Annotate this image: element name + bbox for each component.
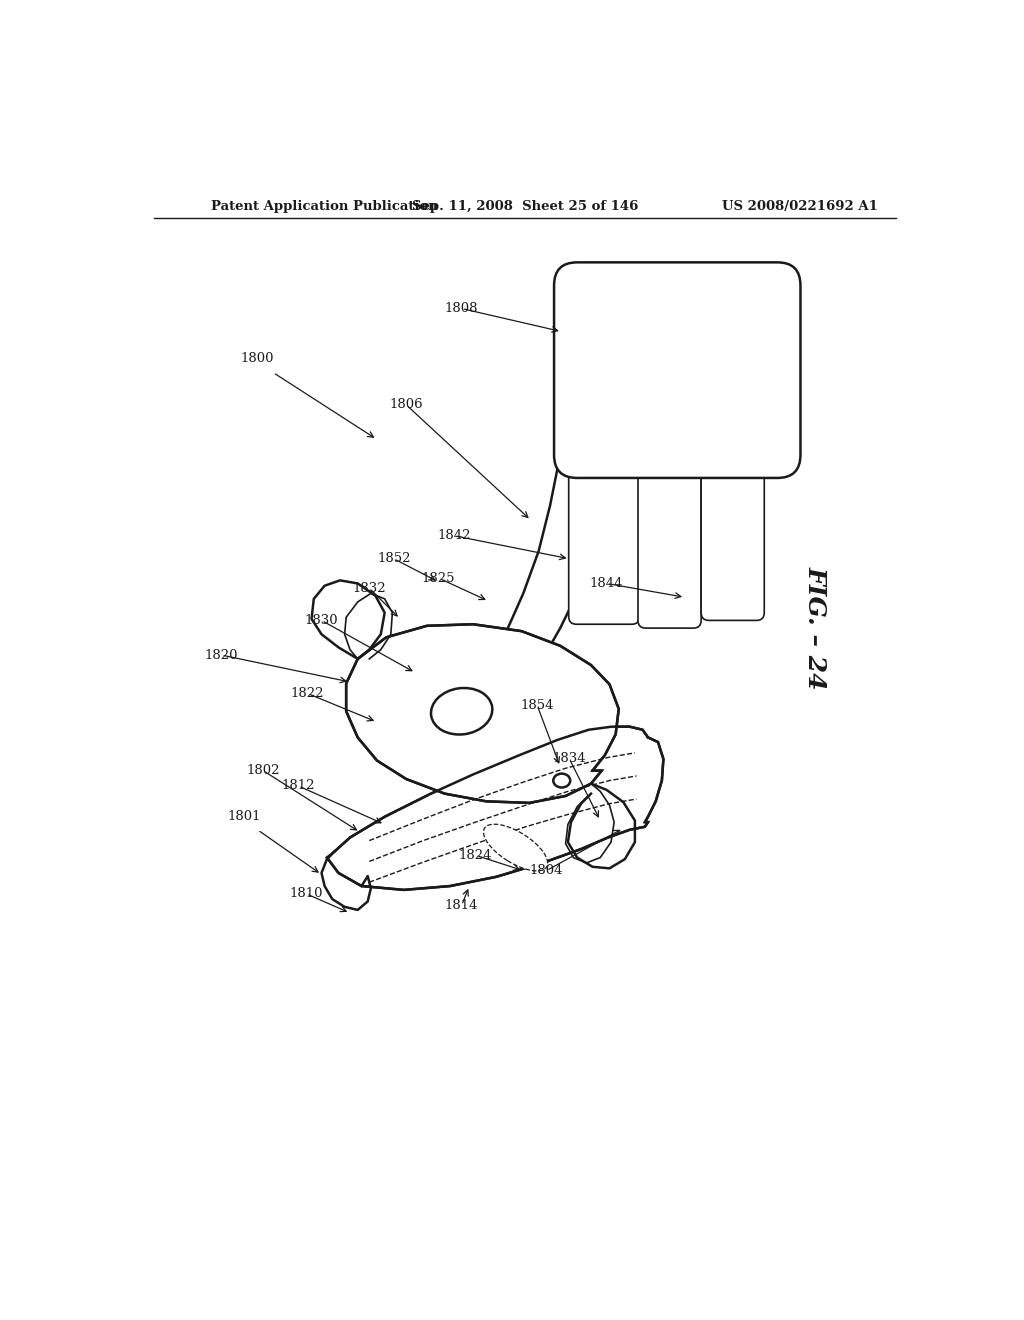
Text: 1820: 1820	[205, 648, 239, 661]
Ellipse shape	[431, 688, 493, 734]
Text: 1842: 1842	[437, 529, 471, 543]
Text: 1832: 1832	[352, 582, 386, 594]
Text: 1824: 1824	[459, 849, 493, 862]
Ellipse shape	[483, 824, 548, 871]
Text: 1814: 1814	[444, 899, 478, 912]
Text: 1801: 1801	[227, 810, 261, 824]
FancyBboxPatch shape	[582, 450, 773, 471]
Text: 1852: 1852	[377, 552, 411, 565]
Text: 1812: 1812	[282, 779, 315, 792]
FancyBboxPatch shape	[701, 444, 764, 620]
Text: Sep. 11, 2008  Sheet 25 of 146: Sep. 11, 2008 Sheet 25 of 146	[412, 199, 638, 213]
Polygon shape	[346, 624, 618, 803]
Text: FIG. – 24: FIG. – 24	[804, 566, 827, 690]
FancyBboxPatch shape	[638, 444, 701, 628]
Text: 1844: 1844	[590, 577, 624, 590]
Text: 1834: 1834	[553, 752, 587, 766]
Text: 1810: 1810	[290, 887, 323, 900]
FancyBboxPatch shape	[554, 263, 801, 478]
Polygon shape	[327, 726, 664, 890]
Text: 1802: 1802	[246, 764, 280, 777]
Text: 1800: 1800	[241, 352, 274, 366]
Text: Patent Application Publication: Patent Application Publication	[211, 199, 438, 213]
Text: 1804: 1804	[529, 865, 563, 878]
Text: 1806: 1806	[389, 399, 423, 412]
Text: 1822: 1822	[291, 686, 325, 700]
Text: 1825: 1825	[422, 572, 456, 585]
Ellipse shape	[553, 774, 570, 788]
Text: 1808: 1808	[444, 302, 478, 315]
Text: 1830: 1830	[305, 614, 338, 627]
FancyBboxPatch shape	[568, 455, 640, 624]
Text: 1854: 1854	[520, 698, 554, 711]
Text: US 2008/0221692 A1: US 2008/0221692 A1	[722, 199, 878, 213]
